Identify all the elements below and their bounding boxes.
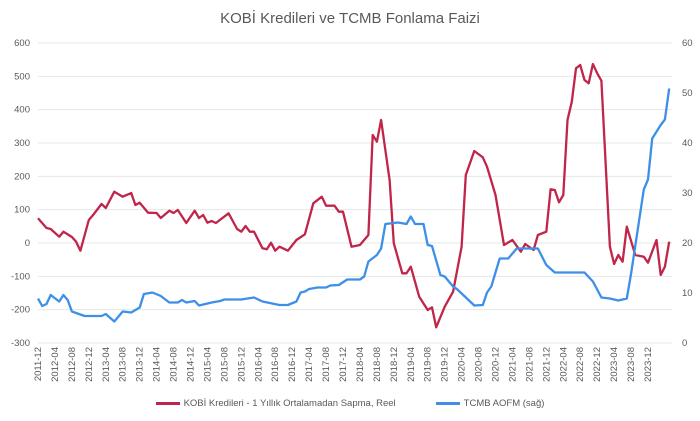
x-tick-label: 2020-12	[491, 347, 502, 382]
y-left-tick-label: 0	[25, 238, 30, 249]
legend-item-aofm: TCMB AOFM (sağ)	[435, 398, 545, 409]
x-tick-label: 2019-08	[423, 347, 434, 382]
x-tick-label: 2017-04	[304, 347, 315, 382]
x-tick-label: 2016-08	[270, 347, 281, 382]
x-tick-label: 2018-04	[355, 347, 366, 382]
x-tick-label: 2020-08	[474, 347, 485, 382]
chart-title: KOBİ Kredileri ve TCMB Fonlama Faizi	[220, 10, 480, 27]
x-tick-label: 2012-04	[50, 347, 61, 382]
x-tick-label: 2020-04	[457, 347, 468, 382]
x-tick-label: 2014-12	[186, 347, 197, 382]
legend: KOBİ Kredileri - 1 Yıllık Ortalamadan Sa…	[0, 398, 700, 409]
legend-item-kobi: KOBİ Kredileri - 1 Yıllık Ortalamadan Sa…	[155, 398, 396, 409]
y-right-tick-label: 0	[682, 338, 687, 349]
x-tick-label: 2019-12	[440, 347, 451, 382]
x-tick-label: 2022-08	[575, 347, 586, 382]
x-tick-label: 2016-04	[253, 347, 264, 382]
y-left-tick-label: -100	[11, 271, 30, 282]
y-left-tick-label: 200	[14, 171, 30, 182]
x-tick-label: 2013-12	[135, 347, 146, 382]
x-tick-label: 2015-08	[219, 347, 230, 382]
x-tick-label: 2018-08	[372, 347, 383, 382]
x-tick-label: 2017-12	[338, 347, 349, 382]
y-right-tick-label: 60	[682, 38, 693, 49]
x-tick-label: 2011-12	[33, 347, 44, 381]
y-right-tick-label: 50	[682, 88, 693, 99]
y-right-tick-label: 20	[682, 238, 693, 249]
y-left-tick-label: 500	[14, 71, 30, 82]
x-tick-label: 2023-08	[626, 347, 637, 382]
x-tick-label: 2013-04	[101, 347, 112, 382]
series-line-aofm	[36, 88, 671, 323]
x-tick-label: 2021-04	[507, 347, 518, 382]
x-tick-label: 2012-08	[67, 347, 78, 382]
x-tick-label: 2021-08	[524, 347, 535, 382]
y-left-tick-label: -300	[11, 338, 30, 349]
x-tick-label: 2017-08	[321, 347, 332, 382]
x-tick-label: 2022-04	[558, 347, 569, 382]
x-tick-label: 2019-04	[406, 347, 417, 382]
x-tick-label: 2023-12	[643, 347, 654, 382]
x-tick-label: 2021-12	[541, 347, 552, 382]
legend-swatch-aofm	[435, 402, 460, 405]
y-right-tick-label: 30	[682, 188, 693, 199]
x-tick-label: 2014-08	[169, 347, 180, 382]
y-left-tick-label: 400	[14, 105, 30, 116]
x-tick-label: 2013-08	[118, 347, 129, 382]
y-left-tick-label: 600	[14, 38, 30, 49]
legend-label-kobi: KOBİ Kredileri - 1 Yıllık Ortalamadan Sa…	[183, 398, 396, 409]
x-tick-label: 2014-04	[152, 347, 163, 382]
y-left-tick-label: -200	[11, 305, 30, 316]
x-tick-label: 2018-12	[389, 347, 400, 382]
x-tick-label: 2023-04	[609, 347, 620, 382]
y-right-tick-label: 40	[682, 138, 693, 149]
y-left-tick-label: 300	[14, 138, 30, 149]
y-right-tick-label: 10	[682, 288, 693, 299]
series-line-kobi	[37, 62, 671, 329]
x-tick-label: 2016-12	[287, 347, 298, 382]
x-tick-label: 2022-12	[592, 347, 603, 382]
legend-swatch-kobi	[155, 402, 180, 405]
x-tick-label: 2012-12	[84, 347, 95, 382]
legend-label-aofm: TCMB AOFM (sağ)	[463, 398, 545, 409]
y-left-tick-label: 100	[14, 205, 30, 216]
x-tick-label: 2015-04	[202, 347, 213, 382]
x-tick-label: 2015-12	[236, 347, 247, 382]
